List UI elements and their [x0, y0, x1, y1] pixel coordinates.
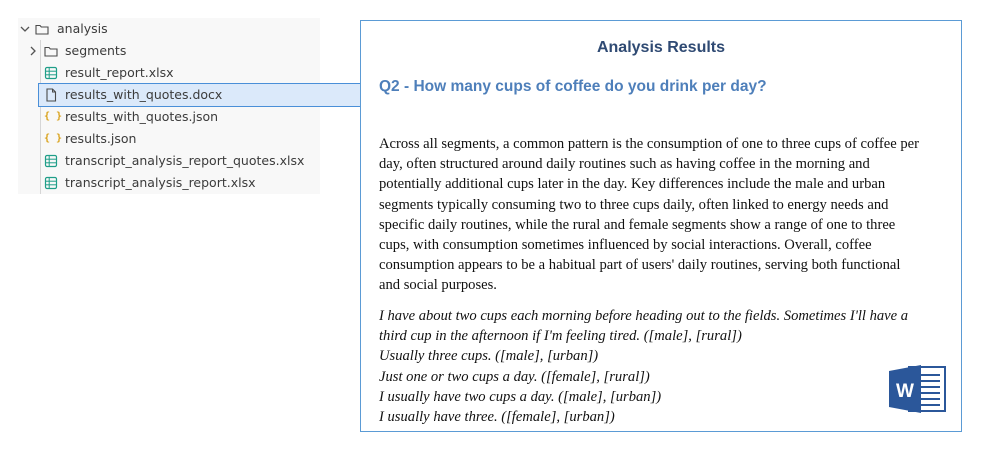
document-preview: Analysis Results Q2 - How many cups of c… — [360, 20, 962, 432]
document-icon — [46, 88, 57, 102]
tree-file-results-json[interactable]: { } results.json — [18, 128, 320, 150]
spreadsheet-icon — [44, 176, 58, 190]
tree-file-transcript-analysis-report-quotes-xlsx[interactable]: transcript_analysis_report_quotes.xlsx — [18, 150, 320, 172]
tree-item-label: results_with_quotes.json — [65, 109, 219, 124]
json-braces-icon: { } — [44, 133, 63, 144]
tree-item-label: transcript_analysis_report_quotes.xlsx — [65, 153, 305, 168]
tree-file-result-report-xlsx[interactable]: result_report.xlsx — [18, 62, 320, 84]
tree-item-label: results.json — [65, 131, 137, 146]
summary-line: specific daily routines, while the rural… — [379, 216, 896, 233]
tree-item-label: results_with_quotes.docx — [65, 87, 223, 102]
spreadsheet-icon — [44, 66, 58, 80]
spreadsheet-icon — [44, 154, 58, 168]
document-question-heading: Q2 - How many cups of coffee do you drin… — [379, 78, 767, 95]
tree-item-label: analysis — [57, 21, 108, 36]
folder-icon — [35, 24, 49, 35]
summary-line: and social purposes. — [379, 277, 497, 294]
tree-file-results-with-quotes-docx[interactable]: results_with_quotes.docx — [38, 83, 376, 107]
quote-line: third cup in the afternoon if I'm feelin… — [379, 328, 742, 345]
document-summary-paragraph: Across all segments, a common pattern is… — [379, 134, 959, 296]
tree-file-transcript-analysis-report-xlsx[interactable]: transcript_analysis_report.xlsx — [18, 172, 320, 194]
chevron-right-icon[interactable] — [26, 40, 40, 62]
summary-line: cups, with consumption sometimes influen… — [379, 237, 872, 254]
json-braces-icon: { } — [44, 111, 63, 122]
summary-line: Across all segments, a common pattern is… — [379, 136, 919, 152]
microsoft-word-icon: W — [889, 365, 946, 413]
folder-icon — [44, 46, 58, 57]
tree-folder-analysis[interactable]: analysis — [18, 18, 320, 40]
summary-line: segments typically consuming two to thre… — [379, 196, 889, 213]
tree-item-label: segments — [65, 43, 127, 58]
summary-line: consumption appears to be a habitual par… — [379, 257, 901, 274]
quote-line: I usually have two cups a day. ([male], … — [379, 388, 662, 405]
file-explorer: analysis segments result_report.xlsx res… — [18, 18, 376, 194]
chevron-down-icon[interactable] — [18, 18, 32, 40]
document-quotes: I have about two cups each morning befor… — [379, 306, 959, 427]
quote-line: Just one or two cups a day. ([female], [… — [379, 368, 650, 385]
tree-file-results-with-quotes-json[interactable]: { } results_with_quotes.json — [18, 106, 320, 128]
quote-line: I have about two cups each morning befor… — [379, 308, 909, 324]
tree-item-label: transcript_analysis_report.xlsx — [65, 175, 256, 190]
summary-line: day, often structured around daily routi… — [379, 156, 870, 173]
summary-line: potentially additional cups later in the… — [379, 176, 886, 193]
tree-indent-guide — [40, 40, 41, 194]
quote-line: Usually three cups. ([male], [urban]) — [379, 348, 599, 365]
document-title: Analysis Results — [596, 39, 726, 56]
svg-text:W: W — [896, 381, 914, 402]
tree-item-label: result_report.xlsx — [65, 65, 174, 80]
quote-line: I usually have three. ([female], [urban]… — [379, 409, 615, 426]
tree-folder-segments[interactable]: segments — [18, 40, 320, 62]
